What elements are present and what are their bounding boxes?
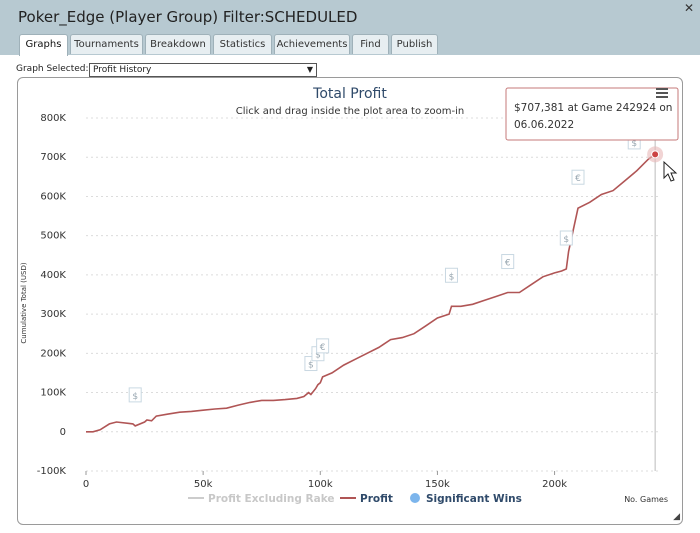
significant-win-symbol: $ bbox=[563, 235, 569, 245]
hover-point bbox=[651, 150, 660, 159]
mouse-cursor-icon bbox=[663, 160, 678, 182]
y-tick-label: 800K bbox=[40, 113, 66, 124]
significant-wins-group: $$$€$€$€$ bbox=[128, 134, 641, 403]
x-axis: 0 50k 100k 150k 200k bbox=[83, 471, 567, 490]
significant-win-symbol: € bbox=[505, 259, 511, 269]
significant-win-marker: $ bbox=[128, 387, 142, 403]
significant-win-marker: € bbox=[501, 254, 515, 270]
significant-win-symbol: $ bbox=[449, 272, 455, 282]
significant-win-symbol: $ bbox=[631, 139, 637, 149]
significant-win-symbol: $ bbox=[308, 361, 314, 371]
tab-graphs[interactable]: Graphs bbox=[19, 34, 68, 56]
title-bar: Poker_Edge (Player Group) Filter:SCHEDUL… bbox=[0, 0, 700, 56]
legend-excl-rake: Profit Excluding Rake bbox=[208, 493, 335, 505]
graph-select-value: Profit History bbox=[93, 65, 152, 75]
tooltip-line2: 06.06.2022 bbox=[514, 119, 574, 131]
tab-publish[interactable]: Publish bbox=[391, 34, 438, 54]
tab-breakdown[interactable]: Breakdown bbox=[145, 34, 211, 54]
x-tick-label: 100k bbox=[308, 479, 333, 490]
x-axis-label: No. Games bbox=[624, 495, 668, 504]
y-axis: -100K 0 100K 200K 300K 400K 500K 600K 700K 800K bbox=[37, 113, 67, 477]
y-tick-label: 400K bbox=[40, 270, 66, 281]
y-tick-label: 200K bbox=[40, 348, 66, 359]
significant-win-marker: € bbox=[316, 338, 330, 354]
chart-subtitle: Click and drag inside the plot area to z… bbox=[236, 106, 464, 117]
significant-win-symbol: $ bbox=[132, 392, 138, 402]
graph-select-dropdown[interactable]: Profit History ▼ bbox=[89, 63, 317, 77]
chart-grid bbox=[86, 117, 660, 472]
tab-achievements[interactable]: Achievements bbox=[274, 34, 350, 54]
significant-win-marker: € bbox=[571, 169, 585, 185]
tooltip: $707,381 at Game 242924 on 06.06.2022 bbox=[505, 87, 679, 141]
legend-swatch-wins bbox=[410, 493, 420, 503]
x-tick-label: 200k bbox=[542, 479, 567, 490]
graph-select-row: Graph Selected: Profit History ▼ bbox=[16, 63, 317, 77]
y-tick-label: 100K bbox=[40, 388, 66, 399]
chevron-down-icon: ▼ bbox=[306, 65, 313, 74]
chart-frame: -100K 0 100K 200K 300K 400K 500K 600K 700K 800K 0… bbox=[17, 77, 683, 525]
significant-win-marker: $ bbox=[444, 267, 458, 283]
y-tick-label: 300K bbox=[40, 309, 66, 320]
y-axis-label: Cumulative Total (USD) bbox=[20, 262, 28, 343]
y-tick-label: 700K bbox=[40, 152, 66, 163]
legend-profit: Profit bbox=[360, 493, 393, 505]
y-tick-label: -100K bbox=[37, 466, 67, 477]
series-group bbox=[86, 146, 664, 433]
x-tick-label: 50k bbox=[194, 479, 213, 490]
tooltip-box bbox=[505, 87, 679, 141]
chart-menu-icon[interactable] bbox=[656, 88, 668, 98]
x-tick-label: 0 bbox=[83, 479, 89, 490]
tab-tournaments[interactable]: Tournaments bbox=[70, 34, 143, 54]
close-icon[interactable]: ✕ bbox=[683, 1, 695, 15]
profit-line bbox=[86, 153, 656, 433]
chart-legend: Profit Excluding Rake Profit Significant… bbox=[188, 493, 522, 505]
tooltip-line1: $707,381 at Game 242924 on bbox=[514, 102, 672, 114]
window-title: Poker_Edge (Player Group) Filter:SCHEDUL… bbox=[18, 8, 358, 26]
resize-grip-icon[interactable]: ◢ bbox=[673, 511, 680, 521]
graph-select-label: Graph Selected: bbox=[16, 64, 89, 74]
tab-statistics[interactable]: Statistics bbox=[213, 34, 272, 54]
significant-win-marker: $ bbox=[559, 230, 573, 246]
y-tick-label: 600K bbox=[40, 191, 66, 202]
chart-title: Total Profit bbox=[312, 86, 387, 102]
x-tick-label: 150k bbox=[425, 479, 450, 490]
y-tick-label: 500K bbox=[40, 231, 66, 242]
significant-win-symbol: € bbox=[575, 174, 581, 184]
profit-chart[interactable]: -100K 0 100K 200K 300K 400K 500K 600K 700K 800K 0… bbox=[18, 78, 682, 524]
tab-find[interactable]: Find bbox=[352, 34, 389, 54]
significant-win-symbol: $ bbox=[315, 351, 321, 361]
legend-wins: Significant Wins bbox=[426, 493, 522, 505]
y-tick-label: 0 bbox=[60, 427, 66, 438]
significant-win-symbol: € bbox=[320, 343, 326, 353]
